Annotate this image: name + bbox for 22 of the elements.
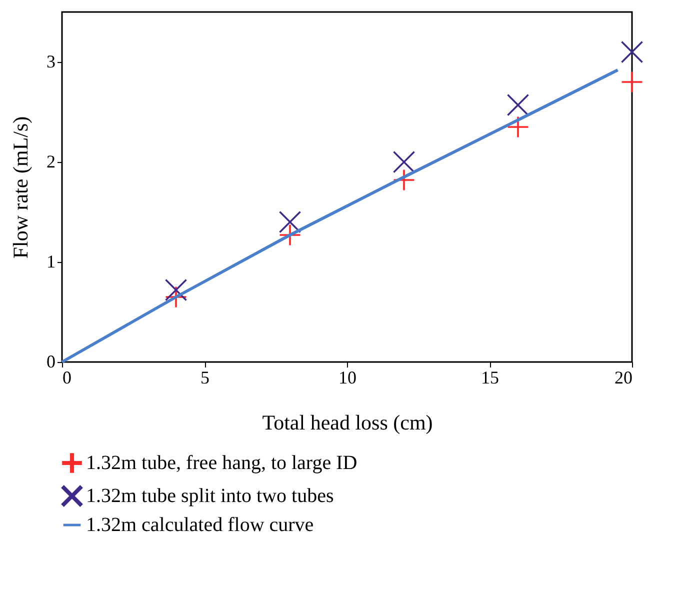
- y-axis-title: Flow rate (mL/s): [8, 116, 32, 259]
- point: [508, 116, 528, 138]
- y-tick-label: 3: [46, 52, 56, 72]
- x-tick-label: 5: [200, 368, 210, 388]
- x-tick-label: 10: [338, 368, 356, 388]
- y-tick-label: 1: [46, 252, 56, 272]
- point: [622, 72, 642, 92]
- y-tick-label: 2: [46, 152, 56, 172]
- point: [393, 151, 415, 173]
- legend-label: 1.32m tube split into two tubes: [86, 485, 334, 507]
- x-tick-label: 15: [481, 368, 499, 388]
- legend-label: 1.32m calculated flow curve: [86, 514, 314, 536]
- point: [279, 211, 301, 233]
- x-tick-label: 0: [62, 368, 72, 388]
- point: [165, 279, 187, 301]
- x-axis-title: Total head loss (cm): [262, 410, 433, 434]
- line-series: [60, 68, 620, 364]
- legend-label: 1.32m tube, free hang, to large ID: [86, 452, 358, 474]
- x-tick-label: 20: [614, 368, 632, 388]
- point: [507, 94, 529, 116]
- point: [621, 41, 643, 63]
- y-tick-label: 0: [46, 352, 56, 372]
